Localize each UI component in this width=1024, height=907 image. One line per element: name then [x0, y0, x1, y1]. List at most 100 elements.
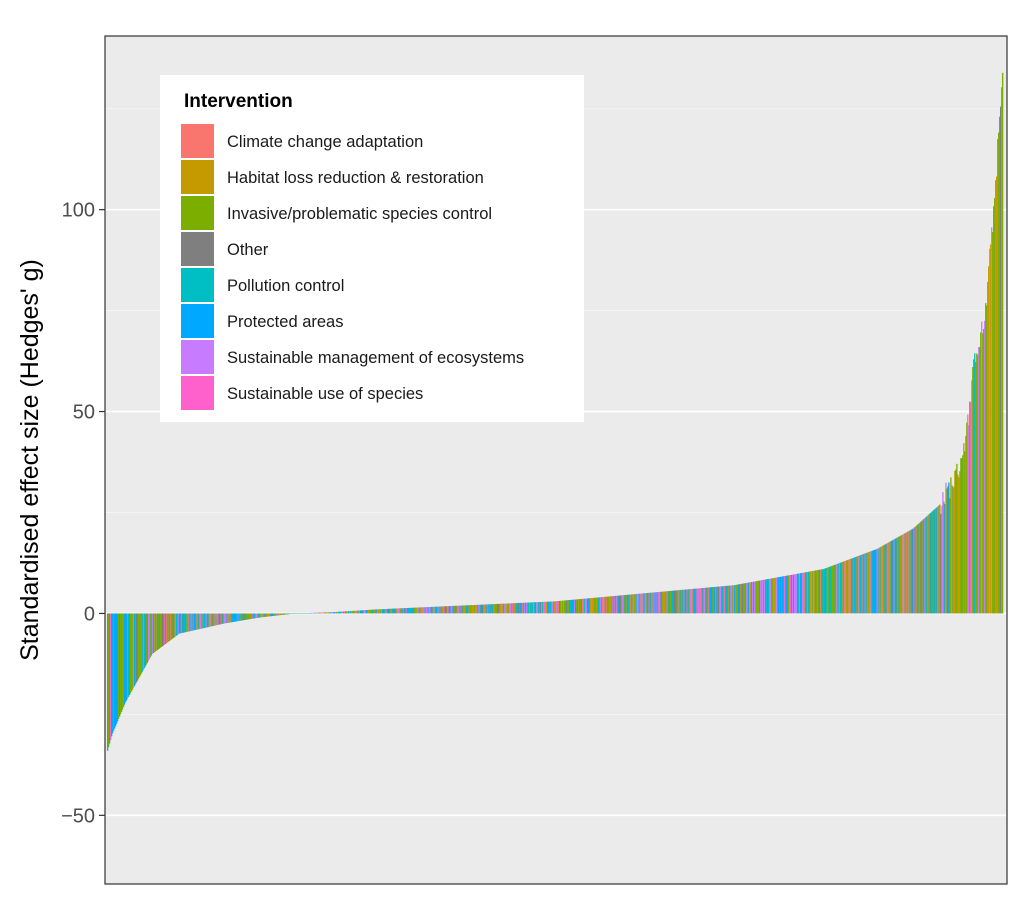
effect-size-bar — [938, 505, 940, 614]
effect-size-bar — [422, 607, 424, 614]
effect-size-bar — [220, 613, 222, 625]
effect-size-bar — [331, 612, 333, 614]
effect-size-bar — [115, 613, 118, 724]
effect-size-bar — [681, 589, 683, 614]
effect-size-bar — [873, 550, 875, 614]
effect-size-bar — [534, 602, 536, 614]
effect-size-bar — [501, 603, 503, 614]
effect-size-bar — [569, 599, 572, 614]
effect-size-bar — [559, 600, 562, 614]
effect-size-bar — [787, 575, 790, 614]
effect-size-bar — [183, 613, 185, 633]
effect-size-bar — [883, 544, 885, 614]
effect-size-bar — [477, 604, 479, 614]
effect-size-bar — [619, 595, 622, 614]
effect-size-bar — [993, 206, 995, 614]
effect-size-bar — [570, 599, 573, 614]
effect-size-bar — [265, 613, 267, 617]
effect-size-bar — [919, 522, 921, 614]
effect-size-bar — [257, 613, 259, 618]
effect-size-bar — [197, 613, 199, 630]
effect-size-bar — [224, 613, 226, 624]
effect-size-bar — [962, 455, 964, 614]
effect-size-bar — [704, 587, 706, 614]
effect-size-bar — [252, 613, 254, 619]
effect-size-bar — [153, 613, 156, 653]
effect-size-bar — [731, 585, 733, 614]
effect-size-bar — [860, 554, 862, 614]
effect-size-bar — [716, 586, 718, 614]
effect-size-bar — [690, 589, 692, 614]
effect-size-bar — [916, 525, 918, 614]
effect-size-bar — [770, 578, 772, 614]
effect-size-bar — [613, 595, 616, 614]
effect-size-bar — [605, 596, 608, 614]
effect-size-bar — [744, 583, 746, 614]
effect-size-bar — [554, 601, 556, 614]
effect-size-bar — [746, 582, 748, 614]
effect-size-bar — [415, 607, 417, 614]
effect-size-bar — [741, 583, 743, 614]
effect-size-bar — [877, 548, 879, 614]
effect-size-bar — [425, 607, 427, 614]
effect-size-bar — [968, 425, 970, 614]
effect-size-bar — [412, 607, 414, 614]
effect-size-bar — [178, 613, 180, 634]
effect-size-bar — [595, 597, 598, 614]
effect-size-bar — [348, 611, 351, 614]
effect-size-bar — [290, 613, 292, 614]
effect-size-bar — [697, 588, 699, 614]
effect-size-bar — [138, 613, 141, 678]
legend-label: Invasive/problematic species control — [227, 205, 492, 223]
effect-size-bar — [450, 606, 452, 614]
effect-size-bar — [832, 565, 835, 614]
effect-size-bar — [958, 477, 960, 614]
effect-size-bar — [969, 401, 971, 614]
effect-size-bar — [241, 613, 243, 621]
effect-size-bar — [394, 608, 397, 614]
effect-size-bar — [665, 591, 667, 614]
effect-size-bar — [423, 607, 425, 614]
effect-size-bar — [399, 608, 401, 614]
effect-size-bar — [466, 605, 468, 614]
effect-size-bar — [937, 506, 939, 614]
effect-size-bar — [667, 591, 669, 614]
effect-size-bar — [410, 607, 412, 614]
effect-size-bar — [203, 613, 205, 629]
effect-size-bar — [432, 606, 434, 614]
effect-size-bar — [900, 535, 902, 614]
effect-size-bar — [495, 604, 497, 614]
effect-size-bar — [702, 587, 704, 614]
effect-size-bar — [441, 606, 443, 614]
effect-size-bar — [994, 198, 996, 614]
effect-size-bar — [380, 609, 383, 614]
effect-size-bar — [693, 588, 695, 614]
effect-size-bar — [212, 613, 214, 626]
effect-size-bar — [442, 606, 444, 614]
effect-size-bar — [990, 244, 992, 614]
effect-size-bar — [172, 613, 175, 639]
effect-size-bar — [219, 613, 221, 625]
effect-size-bar — [162, 613, 165, 646]
effect-size-bar — [154, 613, 157, 652]
effect-size-bar — [635, 594, 637, 614]
effect-size-bar — [511, 603, 513, 614]
effect-size-bar — [445, 606, 447, 614]
effect-size-bar — [147, 613, 150, 661]
effect-size-bar — [723, 586, 725, 614]
effect-size-bar — [124, 613, 127, 703]
effect-size-bar — [589, 598, 592, 614]
legend: Intervention Climate change adaptation Ha… — [160, 75, 584, 422]
effect-size-bar — [464, 605, 466, 614]
effect-size-bar — [217, 613, 219, 625]
legend-label: Other — [227, 241, 269, 259]
legend-items: Climate change adaptation Habitat loss re… — [181, 124, 524, 410]
effect-size-bar — [498, 603, 500, 614]
effect-size-bar — [198, 613, 200, 630]
y-tick-label: 100 — [62, 200, 95, 222]
effect-size-bar — [672, 590, 674, 614]
effect-size-bar — [420, 607, 422, 614]
effect-size-bar — [984, 320, 986, 614]
effect-size-bar — [402, 608, 404, 614]
effect-size-bar — [236, 613, 238, 622]
